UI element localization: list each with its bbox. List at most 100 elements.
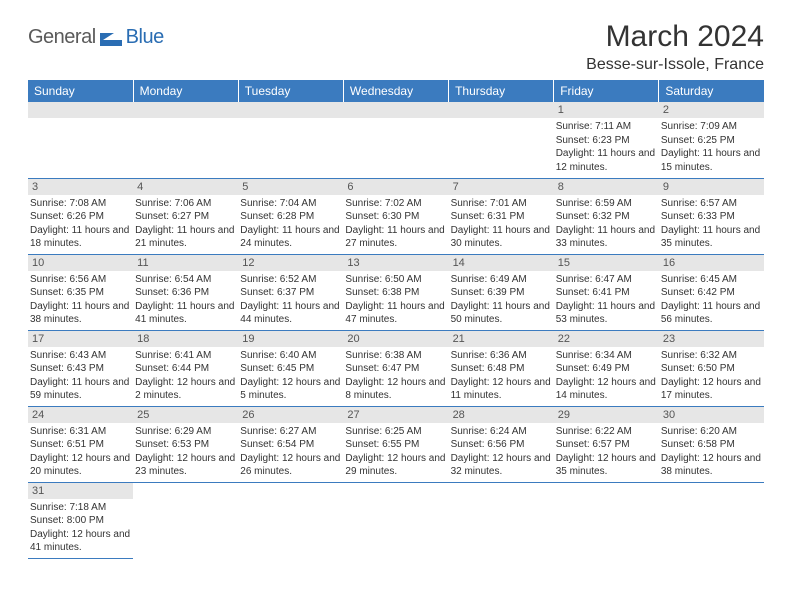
calendar-cell [238,482,343,558]
calendar-cell: 15Sunrise: 6:47 AMSunset: 6:41 PMDayligh… [554,254,659,330]
day-info: Sunrise: 6:36 AMSunset: 6:48 PMDaylight:… [449,347,554,403]
day-info: Sunrise: 7:08 AMSunset: 6:26 PMDaylight:… [28,195,133,251]
calendar-cell: 4Sunrise: 7:06 AMSunset: 6:27 PMDaylight… [133,178,238,254]
sunrise-line: Sunrise: 6:52 AM [240,273,341,287]
calendar-cell: 27Sunrise: 6:25 AMSunset: 6:55 PMDayligh… [343,406,448,482]
daylight-line: Daylight: 11 hours and 12 minutes. [556,147,657,174]
daylight-line: Daylight: 12 hours and 26 minutes. [240,452,341,479]
logo: General Blue [28,26,164,49]
sunset-line: Sunset: 6:37 PM [240,286,341,300]
calendar-cell [554,482,659,558]
sunset-line: Sunset: 6:27 PM [135,210,236,224]
calendar-cell: 28Sunrise: 6:24 AMSunset: 6:56 PMDayligh… [449,406,554,482]
day-info: Sunrise: 6:25 AMSunset: 6:55 PMDaylight:… [343,423,448,479]
day-info: Sunrise: 6:38 AMSunset: 6:47 PMDaylight:… [343,347,448,403]
day-info: Sunrise: 7:11 AMSunset: 6:23 PMDaylight:… [554,118,659,174]
sunrise-line: Sunrise: 7:18 AM [30,501,131,515]
sunrise-line: Sunrise: 6:31 AM [30,425,131,439]
header: General Blue March 2024 Besse-sur-Issole… [28,20,764,74]
weekday-header: Wednesday [343,80,448,102]
calendar-cell: 17Sunrise: 6:43 AMSunset: 6:43 PMDayligh… [28,330,133,406]
weekday-header: Sunday [28,80,133,102]
sunset-line: Sunset: 6:44 PM [135,362,236,376]
daylight-line: Daylight: 12 hours and 14 minutes. [556,376,657,403]
day-info: Sunrise: 6:59 AMSunset: 6:32 PMDaylight:… [554,195,659,251]
sunset-line: Sunset: 6:39 PM [451,286,552,300]
daylight-line: Daylight: 11 hours and 15 minutes. [661,147,762,174]
day-info: Sunrise: 6:29 AMSunset: 6:53 PMDaylight:… [133,423,238,479]
sunrise-line: Sunrise: 6:22 AM [556,425,657,439]
calendar-cell: 11Sunrise: 6:54 AMSunset: 6:36 PMDayligh… [133,254,238,330]
sunset-line: Sunset: 6:23 PM [556,134,657,148]
sunrise-line: Sunrise: 6:50 AM [345,273,446,287]
sunrise-line: Sunrise: 6:43 AM [30,349,131,363]
day-info: Sunrise: 6:50 AMSunset: 6:38 PMDaylight:… [343,271,448,327]
day-number: 2 [659,102,764,118]
calendar-cell [449,482,554,558]
sunset-line: Sunset: 8:00 PM [30,514,131,528]
daylight-line: Daylight: 12 hours and 23 minutes. [135,452,236,479]
sunrise-line: Sunrise: 6:41 AM [135,349,236,363]
day-info: Sunrise: 7:06 AMSunset: 6:27 PMDaylight:… [133,195,238,251]
empty-day-bar [133,102,238,118]
daylight-line: Daylight: 12 hours and 32 minutes. [451,452,552,479]
sunrise-line: Sunrise: 6:40 AM [240,349,341,363]
daylight-line: Daylight: 12 hours and 20 minutes. [30,452,131,479]
calendar-cell: 7Sunrise: 7:01 AMSunset: 6:31 PMDaylight… [449,178,554,254]
flag-icon [100,30,122,46]
day-info: Sunrise: 7:18 AMSunset: 8:00 PMDaylight:… [28,499,133,555]
daylight-line: Daylight: 12 hours and 17 minutes. [661,376,762,403]
calendar-cell [238,102,343,178]
daylight-line: Daylight: 11 hours and 30 minutes. [451,224,552,251]
day-number: 25 [133,407,238,423]
empty-day-bar [343,102,448,118]
sunrise-line: Sunrise: 6:36 AM [451,349,552,363]
sunrise-line: Sunrise: 6:56 AM [30,273,131,287]
calendar-week-row: 17Sunrise: 6:43 AMSunset: 6:43 PMDayligh… [28,330,764,406]
calendar-cell: 18Sunrise: 6:41 AMSunset: 6:44 PMDayligh… [133,330,238,406]
sunset-line: Sunset: 6:33 PM [661,210,762,224]
calendar-cell [28,102,133,178]
sunset-line: Sunset: 6:28 PM [240,210,341,224]
daylight-line: Daylight: 11 hours and 59 minutes. [30,376,131,403]
calendar-cell: 8Sunrise: 6:59 AMSunset: 6:32 PMDaylight… [554,178,659,254]
day-info: Sunrise: 6:31 AMSunset: 6:51 PMDaylight:… [28,423,133,479]
calendar-cell: 22Sunrise: 6:34 AMSunset: 6:49 PMDayligh… [554,330,659,406]
weekday-header: Saturday [659,80,764,102]
sunrise-line: Sunrise: 6:34 AM [556,349,657,363]
daylight-line: Daylight: 11 hours and 50 minutes. [451,300,552,327]
sunrise-line: Sunrise: 6:54 AM [135,273,236,287]
day-number: 4 [133,179,238,195]
calendar-cell: 24Sunrise: 6:31 AMSunset: 6:51 PMDayligh… [28,406,133,482]
sunset-line: Sunset: 6:56 PM [451,438,552,452]
day-info: Sunrise: 6:22 AMSunset: 6:57 PMDaylight:… [554,423,659,479]
day-number: 30 [659,407,764,423]
calendar-cell: 23Sunrise: 6:32 AMSunset: 6:50 PMDayligh… [659,330,764,406]
day-info: Sunrise: 6:57 AMSunset: 6:33 PMDaylight:… [659,195,764,251]
day-info: Sunrise: 6:49 AMSunset: 6:39 PMDaylight:… [449,271,554,327]
sunrise-line: Sunrise: 6:32 AM [661,349,762,363]
day-number: 14 [449,255,554,271]
sunset-line: Sunset: 6:30 PM [345,210,446,224]
day-info: Sunrise: 6:24 AMSunset: 6:56 PMDaylight:… [449,423,554,479]
sunset-line: Sunset: 6:53 PM [135,438,236,452]
day-number: 17 [28,331,133,347]
sunset-line: Sunset: 6:57 PM [556,438,657,452]
day-number: 26 [238,407,343,423]
day-number: 10 [28,255,133,271]
day-number: 8 [554,179,659,195]
sunset-line: Sunset: 6:36 PM [135,286,236,300]
day-number: 18 [133,331,238,347]
day-number: 13 [343,255,448,271]
calendar-cell: 31Sunrise: 7:18 AMSunset: 8:00 PMDayligh… [28,482,133,558]
calendar-cell [133,102,238,178]
calendar-cell: 10Sunrise: 6:56 AMSunset: 6:35 PMDayligh… [28,254,133,330]
sunset-line: Sunset: 6:35 PM [30,286,131,300]
daylight-line: Daylight: 11 hours and 47 minutes. [345,300,446,327]
weekday-header-row: Sunday Monday Tuesday Wednesday Thursday… [28,80,764,102]
sunrise-line: Sunrise: 7:01 AM [451,197,552,211]
daylight-line: Daylight: 12 hours and 5 minutes. [240,376,341,403]
day-info: Sunrise: 6:34 AMSunset: 6:49 PMDaylight:… [554,347,659,403]
sunrise-line: Sunrise: 6:24 AM [451,425,552,439]
day-info: Sunrise: 6:56 AMSunset: 6:35 PMDaylight:… [28,271,133,327]
